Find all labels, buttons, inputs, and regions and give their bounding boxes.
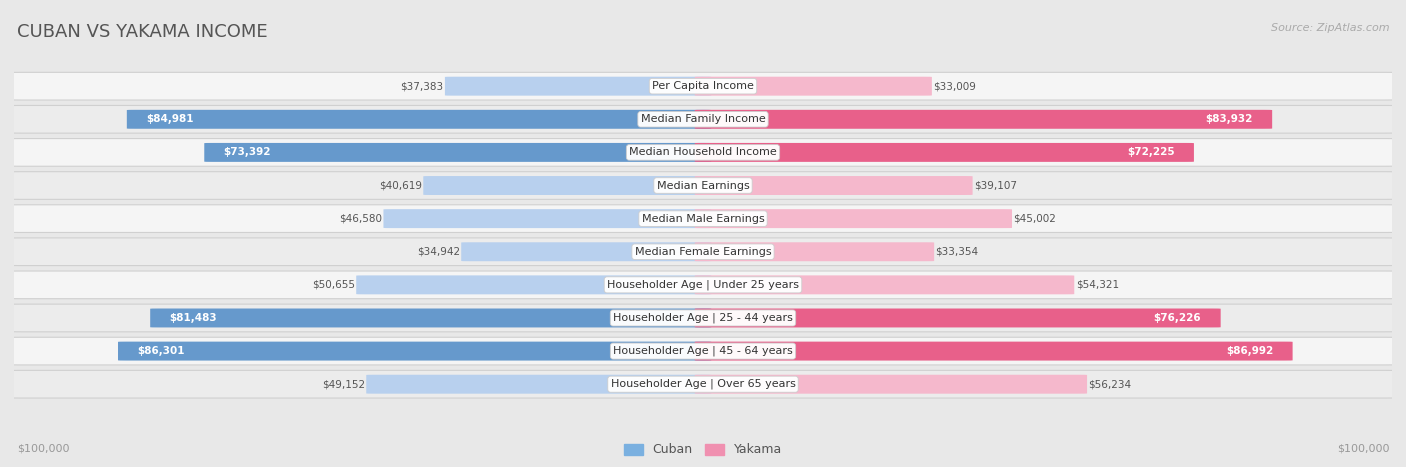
FancyBboxPatch shape — [423, 176, 711, 195]
Text: $40,619: $40,619 — [378, 181, 422, 191]
FancyBboxPatch shape — [695, 242, 934, 261]
FancyBboxPatch shape — [118, 342, 711, 361]
Text: $86,992: $86,992 — [1226, 346, 1274, 356]
FancyBboxPatch shape — [10, 304, 1396, 332]
Text: $54,321: $54,321 — [1076, 280, 1119, 290]
FancyBboxPatch shape — [10, 370, 1396, 398]
FancyBboxPatch shape — [10, 271, 1396, 299]
Text: Householder Age | Under 25 years: Householder Age | Under 25 years — [607, 280, 799, 290]
FancyBboxPatch shape — [695, 176, 973, 195]
Text: $100,000: $100,000 — [1337, 443, 1389, 453]
FancyBboxPatch shape — [127, 110, 711, 129]
FancyBboxPatch shape — [10, 72, 1396, 100]
FancyBboxPatch shape — [695, 143, 1194, 162]
Text: $45,002: $45,002 — [1014, 213, 1056, 224]
Text: Median Earnings: Median Earnings — [657, 181, 749, 191]
FancyBboxPatch shape — [695, 375, 1087, 394]
FancyBboxPatch shape — [356, 276, 711, 294]
Text: $46,580: $46,580 — [339, 213, 382, 224]
FancyBboxPatch shape — [204, 143, 711, 162]
Text: $50,655: $50,655 — [312, 280, 354, 290]
FancyBboxPatch shape — [10, 172, 1396, 199]
Text: $39,107: $39,107 — [974, 181, 1017, 191]
Text: $86,301: $86,301 — [138, 346, 184, 356]
FancyBboxPatch shape — [10, 106, 1396, 133]
Text: Householder Age | 45 - 64 years: Householder Age | 45 - 64 years — [613, 346, 793, 356]
Text: $34,942: $34,942 — [416, 247, 460, 257]
Text: Per Capita Income: Per Capita Income — [652, 81, 754, 91]
Text: $76,226: $76,226 — [1154, 313, 1201, 323]
FancyBboxPatch shape — [10, 337, 1396, 365]
FancyBboxPatch shape — [695, 309, 1220, 327]
Text: $72,225: $72,225 — [1128, 148, 1174, 157]
FancyBboxPatch shape — [10, 139, 1396, 166]
Text: $81,483: $81,483 — [170, 313, 217, 323]
FancyBboxPatch shape — [10, 205, 1396, 233]
Text: $73,392: $73,392 — [224, 148, 271, 157]
Text: $56,234: $56,234 — [1088, 379, 1132, 389]
Text: $37,383: $37,383 — [401, 81, 443, 91]
FancyBboxPatch shape — [150, 309, 711, 327]
Text: $49,152: $49,152 — [322, 379, 366, 389]
FancyBboxPatch shape — [695, 209, 1012, 228]
Legend: Cuban, Yakama: Cuban, Yakama — [619, 439, 787, 461]
FancyBboxPatch shape — [461, 242, 711, 261]
FancyBboxPatch shape — [367, 375, 711, 394]
FancyBboxPatch shape — [695, 342, 1292, 361]
Text: Median Female Earnings: Median Female Earnings — [634, 247, 772, 257]
Text: $84,981: $84,981 — [146, 114, 194, 124]
Text: $83,932: $83,932 — [1205, 114, 1253, 124]
Text: Median Household Income: Median Household Income — [628, 148, 778, 157]
Text: Source: ZipAtlas.com: Source: ZipAtlas.com — [1271, 23, 1389, 33]
FancyBboxPatch shape — [10, 238, 1396, 266]
Text: $100,000: $100,000 — [17, 443, 69, 453]
FancyBboxPatch shape — [695, 110, 1272, 129]
Text: Median Male Earnings: Median Male Earnings — [641, 213, 765, 224]
Text: $33,009: $33,009 — [934, 81, 976, 91]
Text: Householder Age | 25 - 44 years: Householder Age | 25 - 44 years — [613, 313, 793, 323]
FancyBboxPatch shape — [384, 209, 711, 228]
Text: Householder Age | Over 65 years: Householder Age | Over 65 years — [610, 379, 796, 389]
FancyBboxPatch shape — [695, 276, 1074, 294]
Text: $33,354: $33,354 — [935, 247, 979, 257]
Text: Median Family Income: Median Family Income — [641, 114, 765, 124]
FancyBboxPatch shape — [695, 77, 932, 96]
Text: CUBAN VS YAKAMA INCOME: CUBAN VS YAKAMA INCOME — [17, 23, 267, 42]
FancyBboxPatch shape — [444, 77, 711, 96]
